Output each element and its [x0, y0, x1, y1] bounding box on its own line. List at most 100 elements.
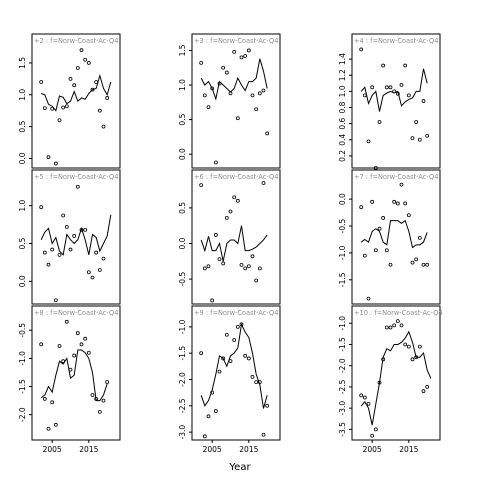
- data-point: [417, 235, 422, 240]
- data-point: [83, 57, 88, 62]
- data-point: [395, 91, 400, 96]
- data-point: [57, 252, 62, 257]
- data-point: [199, 183, 204, 188]
- y-tick-label: -1.5: [178, 346, 187, 361]
- data-point: [370, 199, 375, 204]
- y-tick-label: 0.2: [338, 150, 347, 162]
- y-tick-label: 0.8: [338, 101, 347, 113]
- data-point: [206, 264, 211, 269]
- series-line: [40, 214, 112, 256]
- y-tick-label: 0.5: [178, 113, 187, 125]
- y-tick-label: -0.5: [18, 323, 27, 338]
- data-point: [373, 248, 378, 253]
- data-point: [53, 422, 58, 427]
- data-point: [417, 137, 422, 142]
- data-point: [64, 224, 69, 229]
- y-tick-label: -1.0: [338, 245, 347, 260]
- data-point: [97, 409, 102, 414]
- data-point: [384, 85, 389, 90]
- panel-frame: [351, 169, 441, 305]
- panel-1: +2 : f=Norw-Coast-Ac-Q4 0.0 0.5 1.0 1.5: [18, 33, 121, 169]
- data-point: [101, 398, 106, 403]
- y-tick-label: 0.6: [338, 117, 347, 129]
- y-tick-label: -3.0: [338, 401, 347, 416]
- data-point: [239, 322, 244, 327]
- panel-4: +3 : f=Norw-Coast-Ac-Q4 0.0 0.5 1.0 1.5: [178, 33, 281, 169]
- x-tick-label: 2015: [79, 445, 98, 454]
- y-tick-label: 1.2: [338, 69, 347, 81]
- panel-9: +10 : f=Norw-Coast-Ac-Q4 -3.5 -3.0 -2.5 -2.0…: [338, 305, 443, 454]
- y-tick-label: -0.5: [178, 272, 187, 287]
- data-point: [64, 319, 69, 324]
- data-point: [366, 139, 371, 144]
- data-point: [362, 253, 367, 258]
- data-point: [39, 205, 44, 210]
- data-point: [366, 402, 371, 406]
- y-tick-label: 1.0: [18, 200, 27, 212]
- data-point: [392, 323, 397, 328]
- series-line: [41, 73, 112, 112]
- y-tick-label: 0.5: [18, 237, 27, 249]
- y-tick-label: 0.0: [178, 237, 187, 249]
- data-point: [210, 86, 215, 91]
- data-point: [53, 161, 58, 166]
- data-point: [90, 393, 95, 397]
- data-point: [46, 155, 51, 160]
- panel-strip-label: +8 : f=Norw-Coast-Ac-Q4: [34, 309, 118, 317]
- data-point: [224, 332, 229, 337]
- panel-frame: [191, 169, 281, 305]
- data-point: [414, 355, 419, 360]
- data-point: [395, 319, 400, 324]
- data-point: [46, 262, 51, 267]
- data-point: [202, 434, 207, 439]
- data-point: [399, 83, 404, 87]
- data-point: [384, 325, 389, 330]
- x-axis-title: Year: [228, 462, 251, 473]
- data-point: [39, 342, 44, 347]
- data-point: [217, 257, 222, 262]
- data-point: [72, 353, 77, 358]
- data-point: [377, 380, 382, 385]
- data-point: [97, 108, 102, 113]
- data-point: [410, 136, 415, 141]
- panel-frame: [31, 33, 121, 169]
- series-line: [200, 322, 268, 409]
- data-point: [254, 107, 259, 112]
- data-point: [388, 85, 393, 90]
- data-point: [72, 234, 77, 238]
- series-line: [200, 58, 268, 101]
- data-point: [425, 262, 430, 267]
- data-point: [421, 99, 426, 103]
- data-point: [217, 81, 222, 86]
- data-point: [254, 278, 259, 283]
- y-tick-label: -1.0: [338, 316, 347, 331]
- data-point: [221, 65, 226, 70]
- y-tick-label: -1.0: [178, 319, 187, 334]
- panel-frame: [191, 33, 281, 169]
- panel-5: +6 : f=Norw-Coast-Ac-Q4 -0.5 0.0 0.5: [178, 169, 281, 305]
- data-point: [75, 331, 80, 335]
- panel-2: +5 : f=Norw-Coast-Ac-Q4 0.0 0.5 1.0: [18, 169, 121, 305]
- y-tick-label: 0.0: [178, 148, 187, 160]
- data-point: [384, 248, 389, 253]
- panel-strip-label: +2 : f=Norw-Coast-Ac-Q4: [34, 37, 118, 45]
- data-point: [257, 91, 262, 96]
- data-point: [250, 93, 255, 98]
- data-point: [213, 409, 218, 413]
- panel-frame: [31, 169, 121, 305]
- data-point: [403, 63, 408, 68]
- data-point: [210, 390, 215, 395]
- data-point: [61, 105, 66, 110]
- panel-3: +8 : f=Norw-Coast-Ac-Q4 -2.0 -1.5 -1.0 -0.5 2…: [18, 305, 121, 454]
- panel-6: +9 : f=Norw-Coast-Ac-Q4 -3.0 -2.5 -2.0 -1.5 -…: [178, 305, 281, 454]
- panel-strip-label: +7 : f=Norw-Coast-Ac-Q4: [354, 173, 438, 181]
- y-tick-label: -1.5: [18, 379, 27, 394]
- y-tick-label: 0.0: [338, 193, 347, 205]
- data-point: [243, 266, 248, 271]
- series-line: [200, 225, 268, 262]
- panel-7: +4 : f=Norw-Coast-Ac-Q4 0.2 0.4 0.6 0.8 1.0 1.…: [338, 33, 441, 170]
- data-point: [97, 268, 102, 272]
- y-tick-label: 0.0: [18, 275, 27, 287]
- data-point: [381, 357, 386, 362]
- panel-strip-label: +3 : f=Norw-Coast-Ac-Q4: [194, 37, 278, 45]
